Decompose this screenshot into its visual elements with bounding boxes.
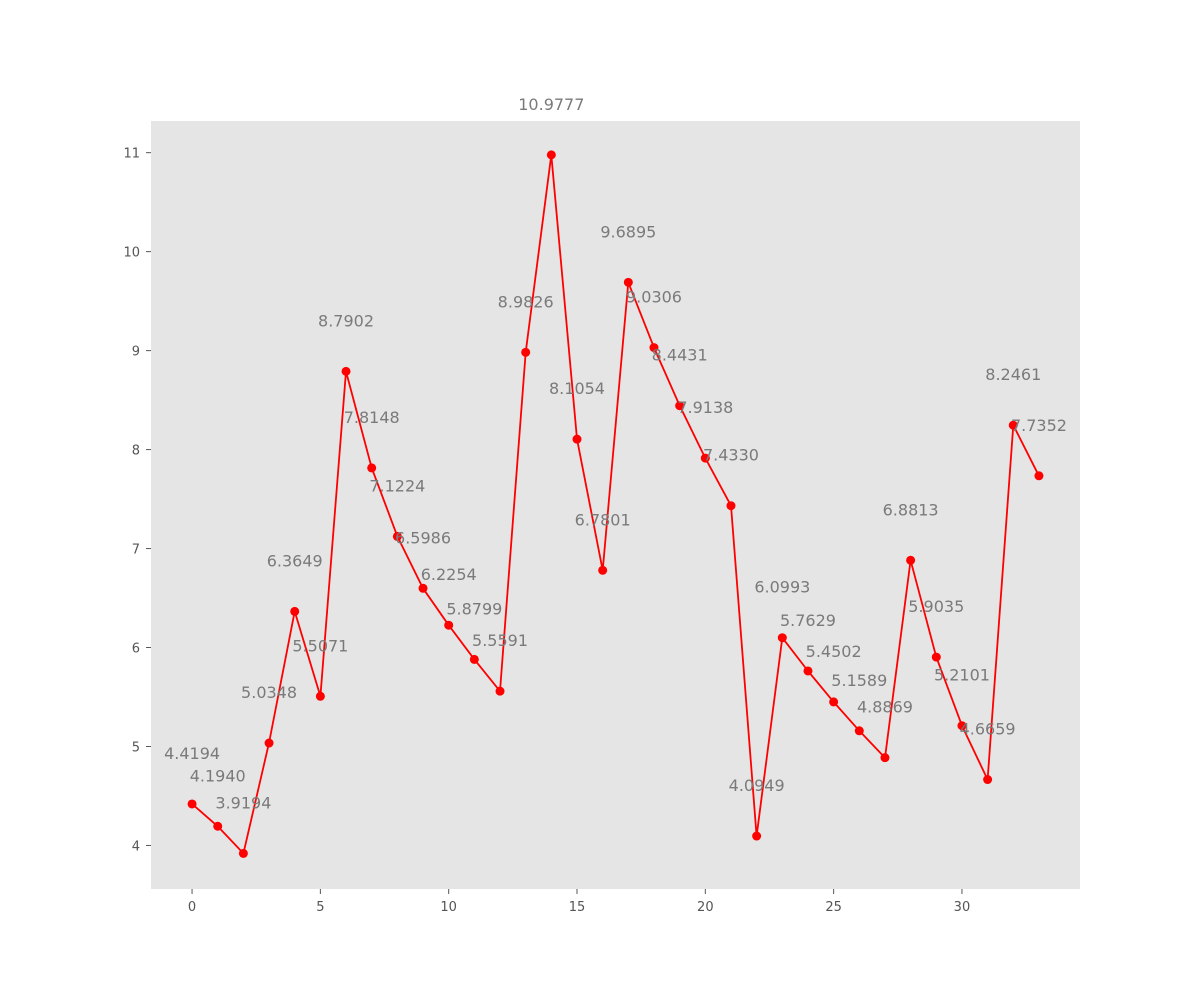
- data-label: 6.8813: [883, 500, 939, 519]
- data-label: 6.0993: [754, 578, 810, 597]
- data-label: 8.7902: [318, 311, 374, 330]
- data-label: 6.2254: [421, 565, 477, 584]
- data-label: 5.4502: [806, 642, 862, 661]
- data-point: [649, 343, 659, 353]
- data-point: [392, 531, 402, 541]
- data-point: [187, 799, 197, 809]
- data-label: 5.9035: [908, 597, 964, 616]
- y-tick-label: 9: [132, 345, 140, 360]
- x-tick-label: 30: [954, 900, 971, 915]
- plot-area: [151, 121, 1080, 889]
- y-tick-label: 8: [132, 444, 140, 459]
- data-label: 4.6659: [960, 720, 1016, 739]
- data-label: 9.0306: [626, 288, 682, 307]
- x-tick-label: 5: [316, 900, 324, 915]
- data-point: [700, 453, 710, 463]
- y-tick-label: 5: [132, 740, 140, 755]
- data-point: [469, 654, 479, 664]
- data-point: [1034, 471, 1044, 481]
- x-axis: 0 5 10 15 20 25 30: [188, 889, 970, 915]
- data-point: [957, 721, 967, 731]
- x-tick-label: 0: [188, 900, 196, 915]
- data-label: 5.8799: [446, 599, 502, 618]
- data-point: [367, 463, 377, 473]
- data-label: 5.2101: [934, 666, 990, 685]
- data-point: [213, 821, 223, 831]
- data-label: 4.8869: [857, 698, 913, 717]
- data-point: [495, 686, 505, 696]
- data-label: 6.5986: [395, 528, 451, 547]
- y-tick-label: 10: [123, 246, 140, 261]
- data-label: 5.5071: [292, 636, 348, 655]
- series-points: [187, 150, 1044, 858]
- data-point: [238, 848, 248, 858]
- data-label: 4.4194: [164, 744, 220, 763]
- data-point: [264, 738, 274, 748]
- data-point: [315, 691, 325, 701]
- data-point: [598, 565, 608, 575]
- data-point: [983, 775, 993, 785]
- data-label: 8.1054: [549, 379, 605, 398]
- data-point: [546, 150, 556, 160]
- data-point: [444, 620, 454, 630]
- y-tick-label: 7: [132, 543, 140, 558]
- data-label: 7.7352: [1011, 416, 1067, 435]
- data-label: 6.3649: [267, 551, 323, 570]
- series-lines: [191, 153, 1040, 855]
- data-label: 9.6895: [600, 222, 656, 241]
- data-point: [572, 434, 582, 444]
- data-point: [777, 633, 787, 643]
- data-label: 10.9777: [518, 95, 584, 114]
- y-tick-label: 6: [132, 642, 140, 657]
- data-point: [1008, 420, 1018, 430]
- data-label: 8.9826: [498, 292, 554, 311]
- data-label: 5.1589: [831, 671, 887, 690]
- data-point: [521, 347, 531, 357]
- data-point: [752, 831, 762, 841]
- data-label: 4.0949: [729, 776, 785, 795]
- data-point: [880, 753, 890, 763]
- data-point: [931, 652, 941, 662]
- x-tick-label: 25: [825, 900, 842, 915]
- data-point: [418, 583, 428, 593]
- data-label: 4.1940: [190, 766, 246, 785]
- x-tick-label: 10: [440, 900, 457, 915]
- data-point: [341, 366, 351, 376]
- data-point: [803, 666, 813, 676]
- data-label: 7.4330: [703, 446, 759, 465]
- data-label: 6.7801: [575, 510, 631, 529]
- data-label: 3.9194: [215, 793, 271, 812]
- data-point: [623, 277, 633, 287]
- data-labels: 4.4194 4.1940 3.9194 5.0348 6.3649 5.5071 8.79…: [164, 95, 1067, 813]
- data-label: 8.2461: [985, 365, 1041, 384]
- data-label: 7.1224: [369, 476, 425, 495]
- data-label: 7.9138: [677, 398, 733, 417]
- data-label: 5.0348: [241, 683, 297, 702]
- data-point: [726, 501, 736, 511]
- data-label: 5.5591: [472, 631, 528, 650]
- y-tick-label: 4: [132, 839, 140, 854]
- data-point: [290, 606, 300, 616]
- data-point: [675, 401, 685, 411]
- x-tick-label: 20: [697, 900, 714, 915]
- x-tick-label: 15: [569, 900, 586, 915]
- y-axis: 4 5 6 7 8 9 10 11: [123, 147, 151, 854]
- series-line: [191, 153, 1040, 855]
- data-point: [854, 726, 864, 736]
- data-point: [906, 555, 916, 565]
- data-point: [829, 697, 839, 707]
- data-label: 8.4431: [652, 346, 708, 365]
- y-tick-label: 11: [123, 147, 140, 162]
- data-label: 7.8148: [344, 408, 400, 427]
- data-label: 5.7629: [780, 611, 836, 630]
